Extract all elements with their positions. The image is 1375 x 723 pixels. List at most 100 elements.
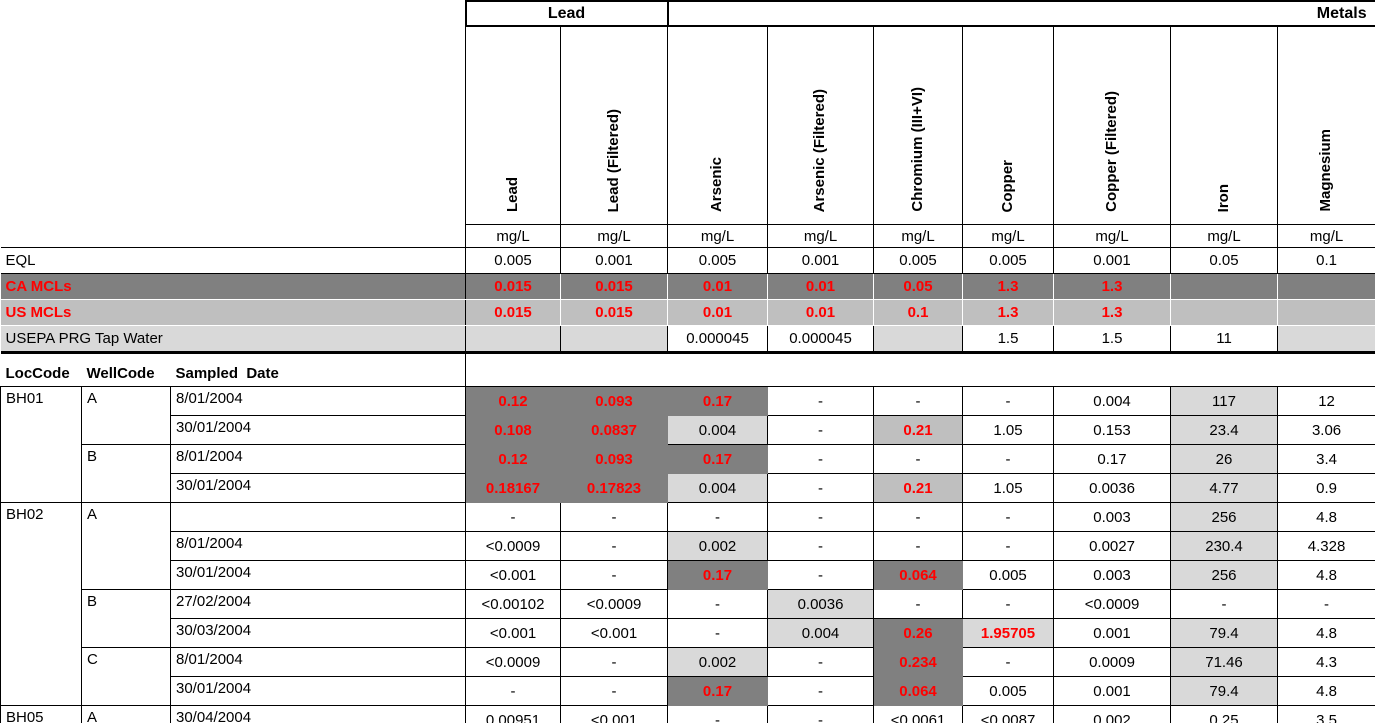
value-cell[interactable]: 0.002 [667, 647, 769, 677]
value-cell[interactable]: 0.234 [873, 647, 964, 677]
value-cell[interactable]: 3.5 [1277, 705, 1375, 723]
value-cell[interactable]: 0.003 [1053, 502, 1172, 532]
value-cell[interactable]: 0.9 [1277, 473, 1375, 503]
value-cell[interactable]: - [560, 647, 669, 677]
ref-value-cell[interactable] [560, 325, 669, 354]
value-cell[interactable]: - [873, 502, 964, 532]
value-cell[interactable]: 71.46 [1170, 647, 1279, 677]
ref-value-cell[interactable]: 0.015 [465, 299, 562, 326]
value-cell[interactable]: 0.093 [560, 386, 669, 416]
ref-value-cell[interactable]: 1.3 [962, 299, 1055, 326]
value-cell[interactable]: 0.0009 [1053, 647, 1172, 677]
value-cell[interactable]: - [962, 502, 1055, 532]
value-cell[interactable]: 0.001 [1053, 676, 1172, 706]
ref-value-cell[interactable]: 0.001 [1053, 247, 1172, 274]
column-header-chromium[interactable]: Chromium (III+VI) [873, 25, 964, 225]
value-cell[interactable]: 0.17 [1053, 444, 1172, 474]
ref-value-cell[interactable]: 11 [1170, 325, 1279, 354]
sampled-date-cell[interactable]: 30/03/2004 [169, 618, 467, 648]
value-cell[interactable]: - [873, 386, 964, 416]
value-cell[interactable]: - [873, 444, 964, 474]
value-cell[interactable]: - [962, 647, 1055, 677]
value-cell[interactable]: 0.093 [560, 444, 669, 474]
value-cell[interactable]: 4.8 [1277, 676, 1375, 706]
value-cell[interactable]: <0.0009 [1053, 589, 1172, 619]
value-cell[interactable]: 0.21 [873, 473, 964, 503]
wellcode-cell[interactable]: B [81, 589, 171, 648]
value-cell[interactable]: - [767, 415, 875, 445]
value-cell[interactable]: 0.17 [667, 444, 769, 474]
value-cell[interactable]: 0.17 [667, 386, 769, 416]
group-header-metals[interactable]: Metals [666, 0, 1375, 27]
value-cell[interactable]: <0.0087 [962, 705, 1055, 723]
value-cell[interactable]: 1.95705 [962, 618, 1055, 648]
value-cell[interactable]: <0.001 [465, 618, 562, 648]
loccode-cell[interactable]: BH05 [0, 705, 82, 723]
value-cell[interactable]: 1.05 [962, 415, 1055, 445]
value-cell[interactable]: 23.4 [1170, 415, 1279, 445]
ref-value-cell[interactable]: 1.5 [962, 325, 1055, 354]
value-cell[interactable]: 3.4 [1277, 444, 1375, 474]
ref-value-cell[interactable]: 0.005 [962, 247, 1055, 274]
value-cell[interactable]: - [767, 473, 875, 503]
loccode-header[interactable]: LocCode [0, 361, 82, 387]
value-cell[interactable]: 3.06 [1277, 415, 1375, 445]
value-cell[interactable]: - [667, 618, 769, 648]
value-cell[interactable]: - [767, 705, 875, 723]
ref-value-cell[interactable]: 0.01 [667, 299, 769, 326]
value-cell[interactable]: - [1170, 589, 1279, 619]
value-cell[interactable]: 0.0837 [560, 415, 669, 445]
column-header-magnesium[interactable]: Magnesium [1277, 25, 1375, 225]
group-header-lead[interactable]: Lead [464, 0, 669, 27]
ref-label-cell[interactable]: USEPA PRG Tap Water [0, 325, 467, 354]
sampled-date-cell[interactable]: 30/01/2004 [169, 560, 467, 590]
value-cell[interactable]: 0.0036 [767, 589, 875, 619]
ref-value-cell[interactable]: 0.001 [560, 247, 669, 274]
ref-label-cell[interactable]: US MCLs [0, 299, 467, 326]
value-cell[interactable]: 0.003 [1053, 560, 1172, 590]
value-cell[interactable]: - [962, 386, 1055, 416]
value-cell[interactable]: 0.17 [667, 676, 769, 706]
ref-value-cell[interactable]: 1.3 [1053, 299, 1172, 326]
value-cell[interactable]: - [962, 589, 1055, 619]
value-cell[interactable]: 4.8 [1277, 502, 1375, 532]
column-header-lead-filtered[interactable]: Lead (Filtered) [560, 25, 669, 225]
ref-label-cell[interactable]: CA MCLs [0, 273, 467, 300]
value-cell[interactable]: - [767, 502, 875, 532]
ref-value-cell[interactable]: 0.005 [873, 247, 964, 274]
value-cell[interactable]: - [560, 560, 669, 590]
column-header-arsenic[interactable]: Arsenic [667, 25, 769, 225]
value-cell[interactable]: - [873, 589, 964, 619]
ref-value-cell[interactable] [1170, 273, 1279, 300]
value-cell[interactable]: 4.8 [1277, 560, 1375, 590]
value-cell[interactable]: - [962, 531, 1055, 561]
ref-value-cell[interactable] [465, 325, 562, 354]
value-cell[interactable]: 0.0036 [1053, 473, 1172, 503]
value-cell[interactable]: 4.3 [1277, 647, 1375, 677]
sampled-date-cell[interactable] [169, 502, 467, 532]
wellcode-cell[interactable]: A [81, 386, 171, 445]
value-cell[interactable]: - [667, 502, 769, 532]
value-cell[interactable]: <0.001 [560, 618, 669, 648]
value-cell[interactable]: - [767, 386, 875, 416]
column-header-copper[interactable]: Copper [962, 25, 1055, 225]
ref-value-cell[interactable]: 0.000045 [667, 325, 769, 354]
value-cell[interactable]: 0.004 [667, 473, 769, 503]
value-cell[interactable]: 0.12 [465, 386, 562, 416]
wellcode-cell[interactable]: A [81, 502, 171, 590]
value-cell[interactable]: - [1277, 589, 1375, 619]
value-cell[interactable]: <0.001 [560, 705, 669, 723]
ref-value-cell[interactable] [1277, 299, 1375, 326]
value-cell[interactable]: 0.002 [667, 531, 769, 561]
value-cell[interactable]: - [767, 444, 875, 474]
ref-value-cell[interactable]: 0.1 [1277, 247, 1375, 274]
wellcode-cell[interactable]: B [81, 444, 171, 503]
ref-value-cell[interactable]: 0.015 [560, 273, 669, 300]
ref-value-cell[interactable] [873, 325, 964, 354]
value-cell[interactable]: 0.108 [465, 415, 562, 445]
value-cell[interactable]: 256 [1170, 560, 1279, 590]
value-cell[interactable]: - [560, 531, 669, 561]
value-cell[interactable]: 1.05 [962, 473, 1055, 503]
value-cell[interactable]: - [560, 502, 669, 532]
value-cell[interactable]: 4.8 [1277, 618, 1375, 648]
